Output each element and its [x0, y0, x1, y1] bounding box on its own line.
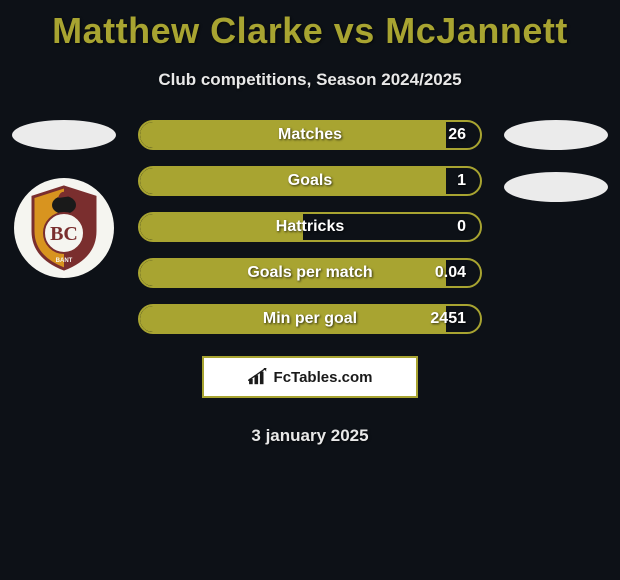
- stat-value: 0.04: [435, 264, 466, 282]
- player-placeholder-oval: [504, 120, 608, 150]
- stat-value: 0: [457, 218, 466, 236]
- stat-bar: Matches 26: [138, 120, 482, 150]
- stat-value: 26: [448, 126, 466, 144]
- stat-bar: Hattricks 0: [138, 212, 482, 242]
- date-label: 3 january 2025: [0, 426, 620, 446]
- stats-column: Matches 26 Goals 1 Hattricks 0 Goals per match…: [120, 120, 500, 334]
- crest-text: BC: [50, 223, 78, 245]
- page-title: Matthew Clarke vs McJannett: [0, 0, 620, 52]
- stat-value: 1: [457, 172, 466, 190]
- stat-label: Matches: [278, 126, 342, 144]
- stat-bar: Goals per match 0.04: [138, 258, 482, 288]
- stat-bar: Goals 1: [138, 166, 482, 196]
- comparison-layout: BC BANT Matches 26 Goals 1 Hattricks 0 Goals p…: [0, 120, 620, 334]
- attribution-badge[interactable]: FcTables.com: [202, 356, 418, 398]
- player-placeholder-oval: [504, 172, 608, 202]
- stat-bar: Min per goal 2451: [138, 304, 482, 334]
- stat-label: Min per goal: [263, 310, 357, 328]
- club-crest: BC BANT: [14, 178, 114, 278]
- attribution-text: FcTables.com: [274, 369, 373, 386]
- stat-label: Goals: [288, 172, 332, 190]
- player-placeholder-oval: [12, 120, 116, 150]
- crest-icon: BC BANT: [23, 183, 105, 273]
- right-player-column: [500, 120, 612, 202]
- stat-label: Goals per match: [247, 264, 372, 282]
- bar-chart-icon: [248, 368, 270, 386]
- stat-value: 2451: [430, 310, 466, 328]
- subtitle: Club competitions, Season 2024/2025: [0, 70, 620, 90]
- left-player-column: BC BANT: [8, 120, 120, 278]
- svg-text:BANT: BANT: [56, 258, 73, 264]
- stat-label: Hattricks: [276, 218, 344, 236]
